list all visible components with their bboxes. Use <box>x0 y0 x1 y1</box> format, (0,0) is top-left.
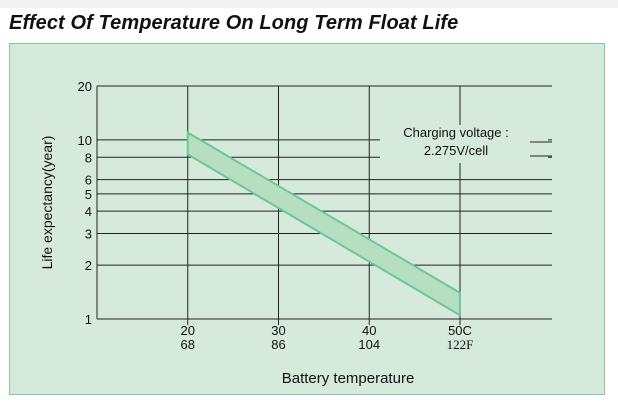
annotation-background <box>380 122 548 166</box>
y-tick-label-8: 8 <box>85 150 92 165</box>
x-tick-label-celsius-50: 50C <box>448 323 472 338</box>
top-bar <box>0 0 618 8</box>
y-tick-label-2: 2 <box>85 258 92 273</box>
x-tick-label-celsius-30: 30 <box>271 323 285 338</box>
chart-panel: 1 2 3 4 5 6 8 10 20 20 68 30 86 40 104 50C 122F Charging … <box>9 43 605 395</box>
x-tick-label-fahrenheit-30: 86 <box>271 337 285 352</box>
page-title: Effect Of Temperature On Long Term Float… <box>9 12 459 34</box>
y-axis-label: Life expectancy(year) <box>39 136 55 270</box>
x-tick-label-fahrenheit-50: 122F <box>447 337 474 352</box>
y-tick-label-1: 1 <box>85 312 92 327</box>
life-expectancy-chart: 12345681020206830864010450C122FCharging … <box>39 79 552 387</box>
x-tick-label-celsius-20: 20 <box>181 323 195 338</box>
x-tick-label-fahrenheit-20: 68 <box>181 337 195 352</box>
life-expectancy-band <box>186 130 461 317</box>
y-tick-label-3: 3 <box>85 227 92 242</box>
x-tick-label-fahrenheit-40: 104 <box>358 337 380 352</box>
annotation-line-1: Charging voltage : <box>403 125 509 140</box>
annotation-line-2: 2.275V/cell <box>424 143 488 158</box>
y-tick-label-4: 4 <box>85 204 92 219</box>
x-tick-label-celsius-40: 40 <box>362 323 376 338</box>
y-tick-label-20: 20 <box>78 79 92 94</box>
y-tick-label-5: 5 <box>85 187 92 202</box>
y-tick-label-10: 10 <box>78 133 92 148</box>
y-tick-label-6: 6 <box>85 173 92 188</box>
x-axis-label: Battery temperature <box>282 370 415 387</box>
